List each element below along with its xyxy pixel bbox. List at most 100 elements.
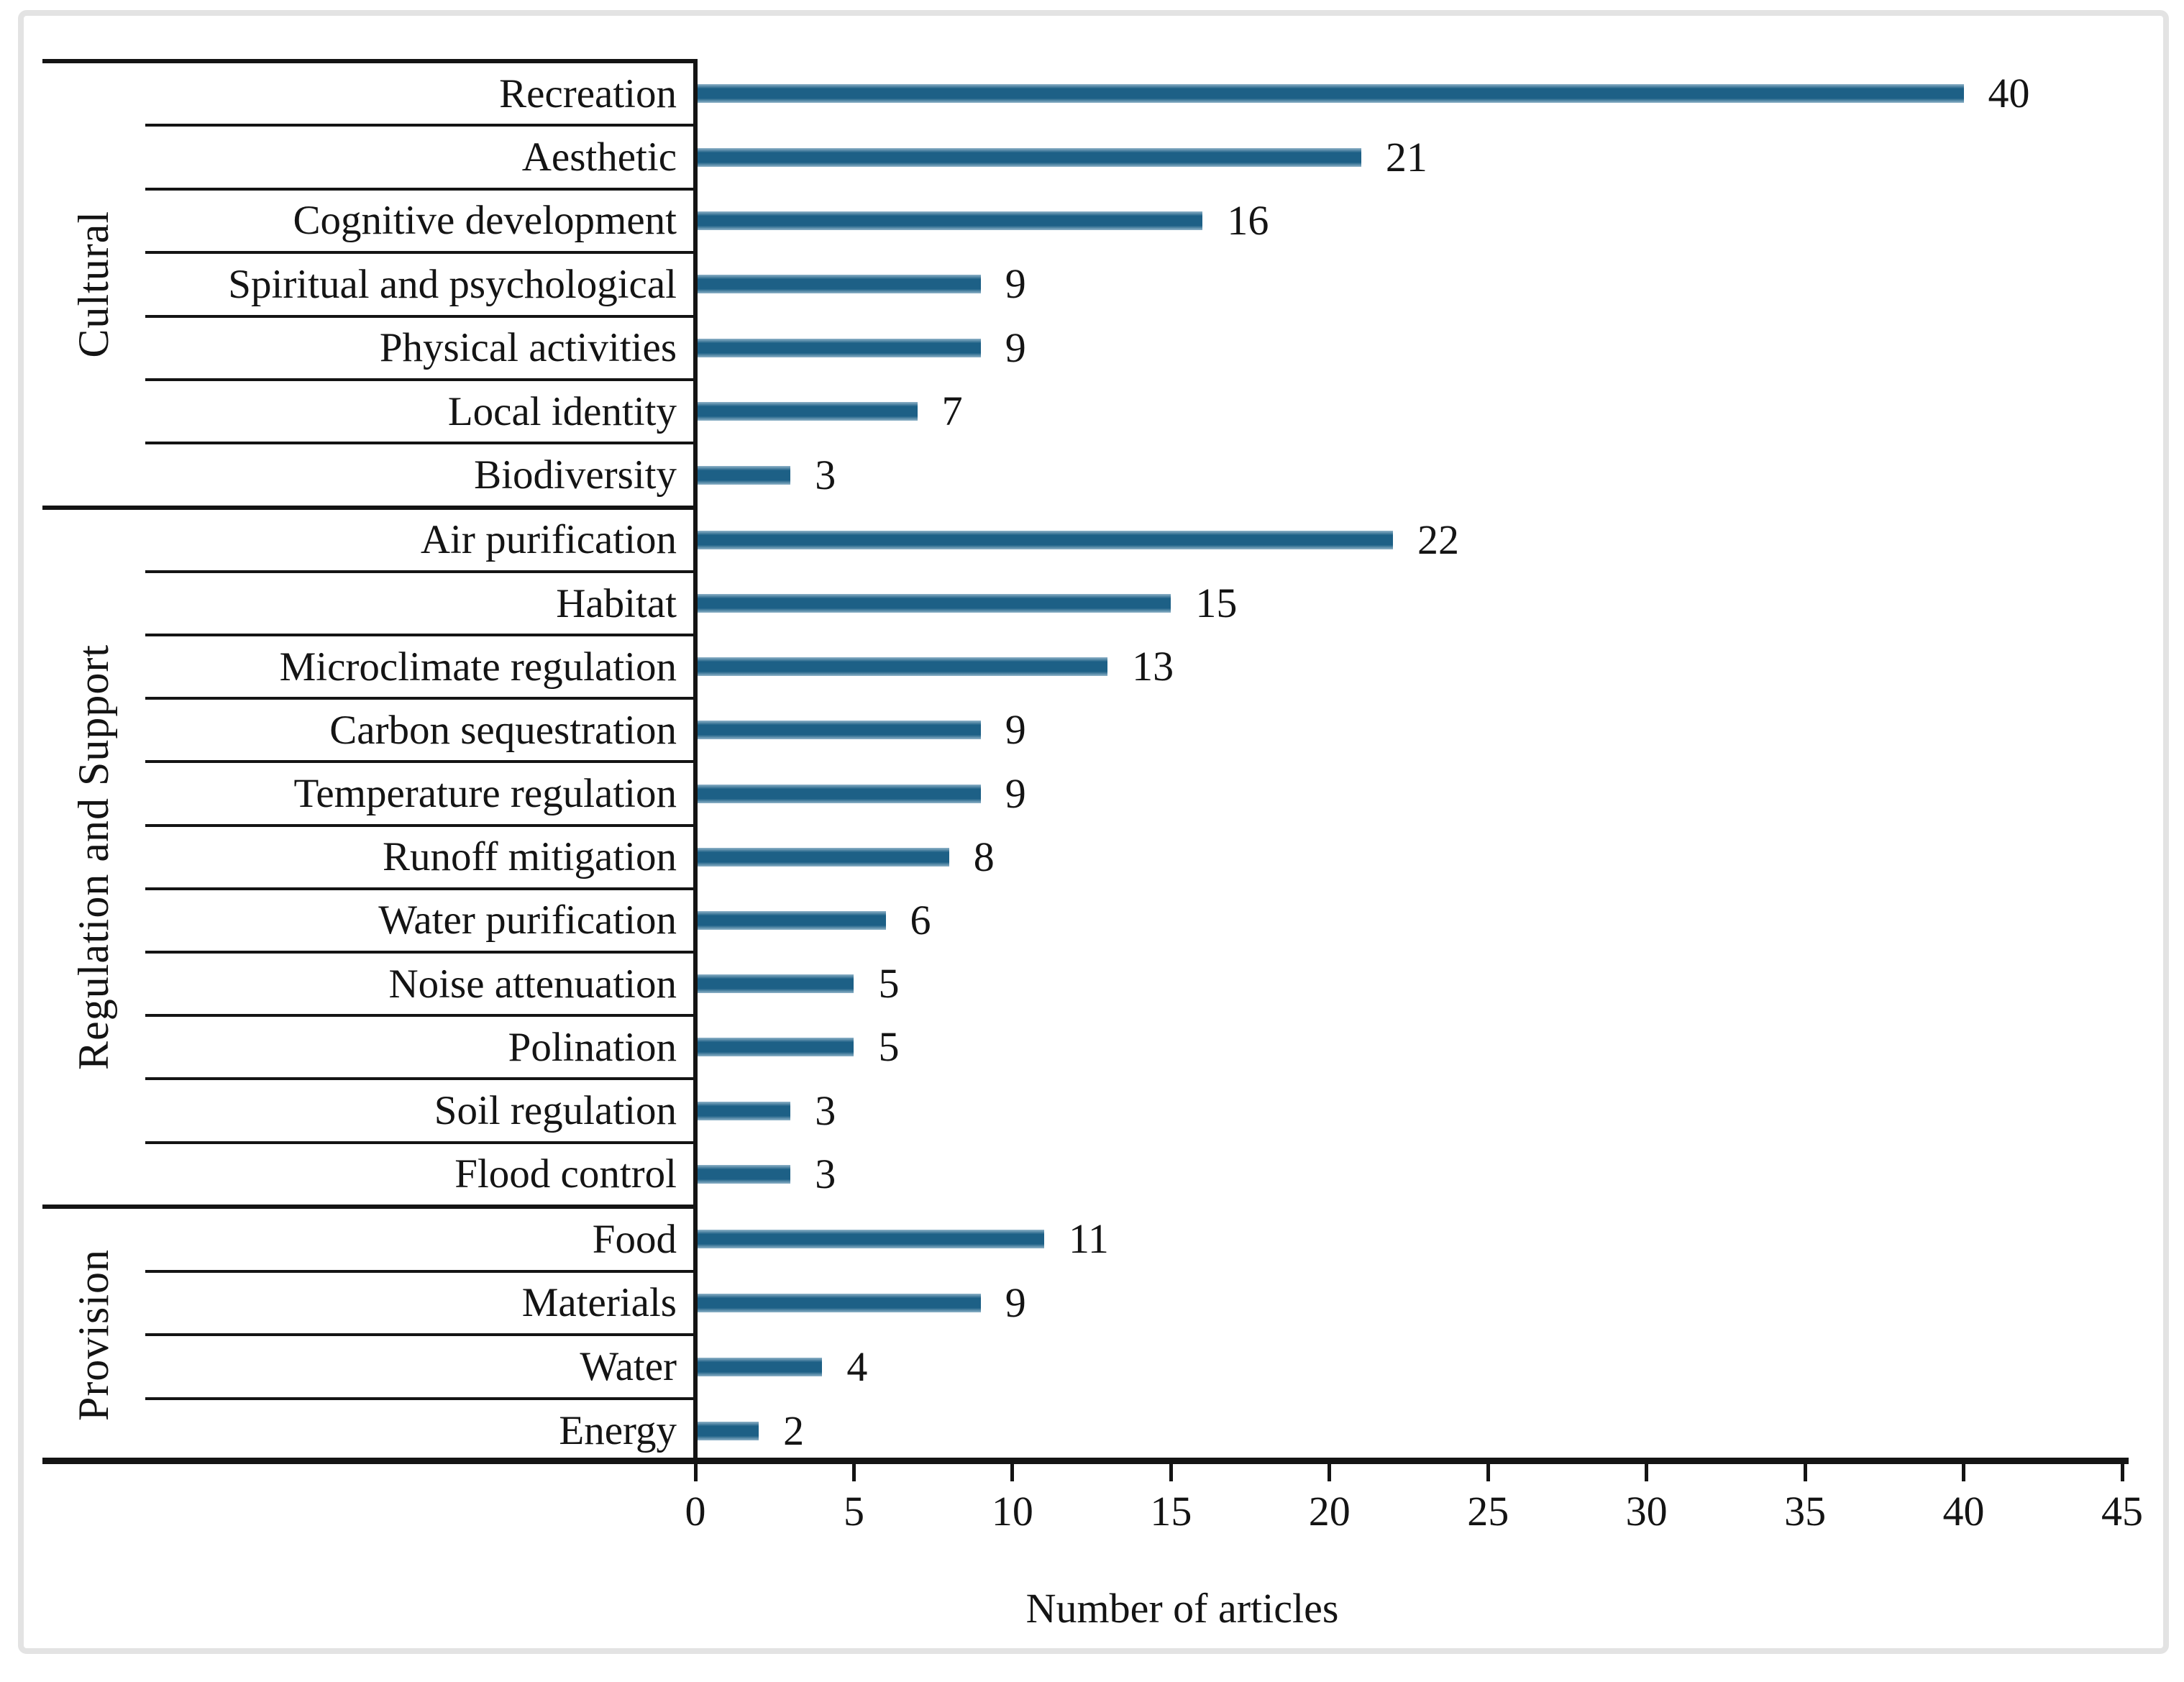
item-label: Microclimate regulation <box>145 634 695 697</box>
item-label: Air purification <box>420 517 677 563</box>
item-label: Food <box>592 1216 677 1262</box>
group-label-column: Provision <box>42 1209 145 1461</box>
bar-row: 9 <box>695 251 2122 314</box>
x-tick <box>1645 1464 1649 1481</box>
bar-row: 3 <box>695 442 2122 505</box>
item-label: Water <box>145 1333 695 1397</box>
bar <box>695 594 1171 613</box>
x-tick-label: 20 <box>1308 1488 1351 1535</box>
bar <box>695 784 981 803</box>
group-label: Cultural <box>70 211 117 358</box>
x-tick-label: 10 <box>991 1488 1033 1535</box>
bar-row: 2 <box>695 1397 2122 1461</box>
x-tick-label: 25 <box>1467 1488 1509 1535</box>
bar-value-label: 7 <box>941 388 963 435</box>
bar <box>695 402 918 421</box>
x-tick-label: 35 <box>1784 1488 1827 1535</box>
bar-value-label: 9 <box>1005 324 1026 371</box>
item-label: Water purification <box>145 887 695 951</box>
bar <box>695 1293 981 1312</box>
bar-row: 8 <box>695 824 2122 887</box>
bar <box>695 657 1108 677</box>
bar-value-label: 2 <box>783 1407 805 1454</box>
bars-group: 22 15 13 9 9 8 6 5 5 3 3 <box>695 506 2122 1205</box>
bar-value-label: 9 <box>1005 706 1026 754</box>
x-tick-label: 40 <box>1942 1488 1985 1535</box>
bar-row: 3 <box>695 1077 2122 1141</box>
item-label: Flood control <box>145 1141 695 1205</box>
item-label: Local identity <box>145 378 695 442</box>
item-label: Energy <box>145 1397 695 1461</box>
bar-row: 9 <box>695 760 2122 823</box>
item-label: Temperature regulation <box>145 760 695 823</box>
bar-row: 6 <box>695 887 2122 951</box>
bar <box>695 1421 759 1440</box>
x-tick <box>851 1464 856 1481</box>
bar-value-label: 11 <box>1068 1215 1109 1263</box>
x-tick-label: 30 <box>1625 1488 1668 1535</box>
bar-row: 13 <box>695 634 2122 697</box>
item-label: Cognitive development <box>145 187 695 251</box>
bar-value-label: 6 <box>910 896 931 943</box>
x-axis-line <box>42 1458 2129 1464</box>
bar-value-label: 40 <box>1988 70 2030 117</box>
bar-value-label: 3 <box>815 1150 836 1197</box>
group-item-rows: Food Materials Water Energy <box>145 1209 695 1461</box>
x-axis-title: Number of articles <box>1025 1585 1339 1632</box>
bar <box>695 1230 1044 1249</box>
group-label-column: Regulation and Support <box>42 510 145 1205</box>
bar <box>695 1164 791 1184</box>
x-tick <box>1328 1464 1332 1481</box>
bar <box>695 465 791 485</box>
y-axis-line <box>693 59 698 1461</box>
bar-row: 7 <box>695 378 2122 442</box>
bar-value-label: 3 <box>815 1087 836 1134</box>
bar-value-label: 5 <box>878 1023 900 1071</box>
item-label: Spiritual and psychological <box>145 251 695 314</box>
bar-row: 40 <box>695 63 2122 124</box>
bar-value-label: 3 <box>815 451 836 498</box>
bar-value-label: 5 <box>878 960 900 1007</box>
bar-row: 9 <box>695 697 2122 760</box>
x-tick <box>1962 1464 1966 1481</box>
x-tick <box>1486 1464 1490 1481</box>
figure-border <box>18 10 2169 1654</box>
bar <box>695 847 949 867</box>
bar <box>695 84 1964 104</box>
x-tick-label: 5 <box>843 1488 864 1535</box>
bar-value-label: 15 <box>1195 580 1238 627</box>
x-tick <box>2120 1464 2124 1481</box>
bar <box>695 275 981 294</box>
bar-row: 15 <box>695 570 2122 634</box>
group-block: Cultural Recreation Aesthetic Cognitive dev… <box>42 59 695 506</box>
category-label-table: Cultural Recreation Aesthetic Cognitive dev… <box>42 59 695 1461</box>
item-label: Noise attenuation <box>145 951 695 1014</box>
bar <box>695 974 854 994</box>
bar <box>695 910 886 930</box>
group-label: Regulation and Support <box>70 644 117 1070</box>
item-label: Runoff mitigation <box>145 823 695 887</box>
bar <box>695 721 981 740</box>
x-tick <box>693 1464 698 1481</box>
bar <box>695 338 981 357</box>
item-label: Habitat <box>145 570 695 634</box>
bars-group: 40 21 16 9 9 7 3 <box>695 59 2122 506</box>
x-tick-label: 15 <box>1150 1488 1192 1535</box>
bar-value-label: 16 <box>1227 196 1269 244</box>
bar <box>695 1357 823 1376</box>
bar <box>695 1038 854 1057</box>
bar <box>695 530 1393 549</box>
bars-group: 11 9 4 2 <box>695 1205 2122 1461</box>
group-label-column: Cultural <box>42 63 145 506</box>
bar-value-label: 8 <box>973 833 995 880</box>
bar-value-label: 9 <box>1005 260 1026 308</box>
bar <box>695 1101 791 1120</box>
bar <box>695 147 1361 167</box>
item-label: Aesthetic <box>145 124 695 187</box>
bar-row: 5 <box>695 1014 2122 1077</box>
bar <box>695 211 1203 230</box>
group-block: Regulation and Support Air purification Ha… <box>42 505 695 1205</box>
item-label: Recreation <box>499 70 677 116</box>
x-tick-label: 45 <box>2101 1488 2143 1535</box>
